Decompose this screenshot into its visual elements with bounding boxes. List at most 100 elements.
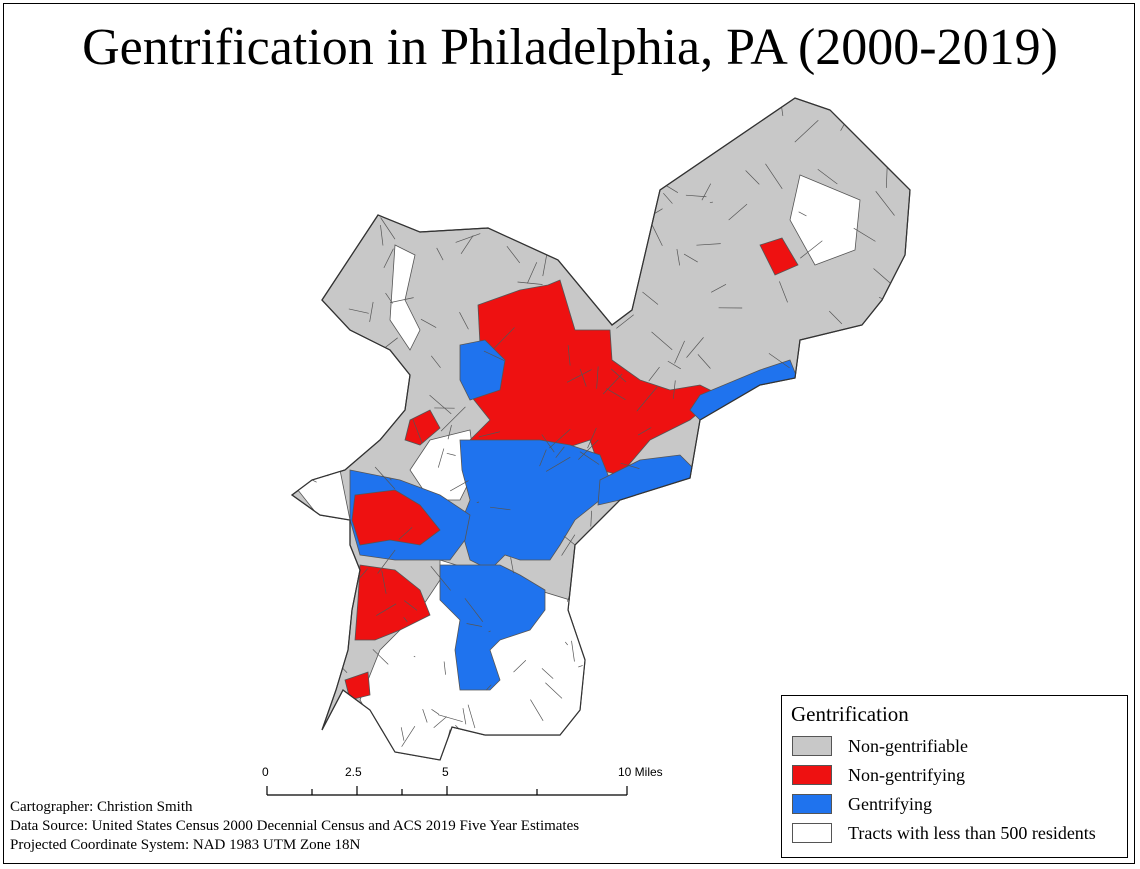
tract-boundary-line [380,224,384,246]
tract-boundary-line [870,98,880,102]
tract-boundary-line [725,508,738,516]
tract-boundary-line [561,534,576,556]
tract-boundary-line [545,682,563,699]
tract-boundary-line [488,630,491,633]
city-outline [290,97,911,761]
tract-boundary-line [583,250,598,264]
tract-boundary-line [667,360,681,370]
tract-boundary-line [566,245,581,250]
tract-boundary-line [889,501,891,513]
tract-boundary-line [591,717,613,737]
scale-bar [266,786,628,796]
tract-boundary-line [314,315,320,324]
tract-boundary-line [704,98,707,103]
tract-boundary-line [412,418,423,444]
tract-boundary-line [596,366,599,389]
scale-label-2-5: 2.5 [345,765,362,779]
tract-boundary-line [819,494,838,508]
tract-boundary-line [479,117,502,131]
tract-boundary-line [836,576,855,590]
tract-boundary-line [571,640,575,662]
tract-boundary-line [554,107,560,124]
tract-boundary-line [381,100,404,125]
tract-boundary-line [490,506,511,511]
tract-boundary-line [374,466,396,490]
tract-boundary-line [591,632,596,655]
scale-label-5: 5 [442,765,449,779]
tract-boundary-line [612,270,632,282]
tract-boundary-line [483,350,505,361]
tract-boundary-line [579,368,587,387]
tract-boundary-line [500,111,513,131]
tract-boundary-line [610,368,627,383]
tract-boundary-line [648,366,660,382]
tract-boundary-line [602,373,623,395]
tract-boundary-line [651,331,673,351]
tract-boundary-line [765,549,786,563]
tract-boundary-line [605,173,626,188]
tract-boundary-line [430,566,451,591]
tract-boundary-line [709,448,730,463]
tract-boundary-line [710,284,727,293]
tract-boundary-line [377,549,396,574]
tract-boundary-line [311,279,318,302]
tract-boundary-line [433,716,447,729]
tract-boundary-line [436,247,444,261]
legend-item-low-population: Tracts with less than 500 residents [792,821,1096,845]
tract-boundary-line [601,705,623,714]
tract-boundary-line [817,168,838,185]
tract-boundary-line [815,452,827,471]
tract-boundary-line [885,168,888,188]
tract-boundary-line [590,510,592,527]
tract-boundary-line [403,617,408,623]
tract-boundary-line [564,641,568,646]
tract-boundary-line [636,386,658,412]
tract-boundary-line [437,448,445,468]
map-credits: Cartographer: Christion Smith Data Sourc… [10,798,579,855]
tract-boundary-line [539,449,547,467]
tract-boundary-line [629,108,639,116]
tract-boundary-line [383,248,394,269]
tract-zone-0 [469,279,721,476]
legend-label: Gentrifying [848,793,932,814]
tract-boundary-line [865,658,878,667]
tract-boundary-line [711,537,734,558]
tract-boundary-line [614,648,628,654]
tract-boundary-line [330,148,347,172]
tract-boundary-line [675,136,681,157]
tract-boundary-line [555,174,560,182]
tract-boundary-line [447,424,452,440]
legend-label: Tracts with less than 500 residents [848,822,1096,843]
tract-boundary-line [541,221,548,246]
tract-boundary-line [476,501,480,503]
tract-boundary-line [673,525,689,541]
tract-boundary-line [513,659,527,673]
tract-boundary-line [760,550,777,563]
tract-boundary-line [567,345,571,366]
legend-item-non-gentrifiable: Non-gentrifiable [792,734,968,758]
tract-boundary-line [545,456,571,472]
tract-boundary-line [376,603,397,616]
tract-boundary-line [440,406,466,432]
tract-boundary-line [770,560,781,579]
tract-boundary-line [455,233,481,243]
legend-label: Non-gentrifiable [848,735,968,756]
tract-boundary-line [696,703,714,718]
tract-boundary-line [478,431,501,438]
tract-boundary-line [429,394,452,415]
tract-boundary-line [822,369,830,384]
tract-boundary-line [685,194,707,198]
legend-swatch [792,736,832,756]
tract-boundary-line [831,618,853,621]
tract-boundary-line [671,710,693,718]
tract-boundary-line [542,143,563,165]
tract-boundary-line [748,419,773,439]
tract-boundary-line [329,339,332,365]
tract-boundary-line [323,328,332,353]
tract-boundary-line [620,462,640,469]
tract-boundary-line [332,184,350,194]
tract-boundary-line [390,297,414,303]
tract-boundary-line [794,119,819,143]
tract-boundary-line [530,699,544,721]
tract-boundary-line [714,561,736,570]
